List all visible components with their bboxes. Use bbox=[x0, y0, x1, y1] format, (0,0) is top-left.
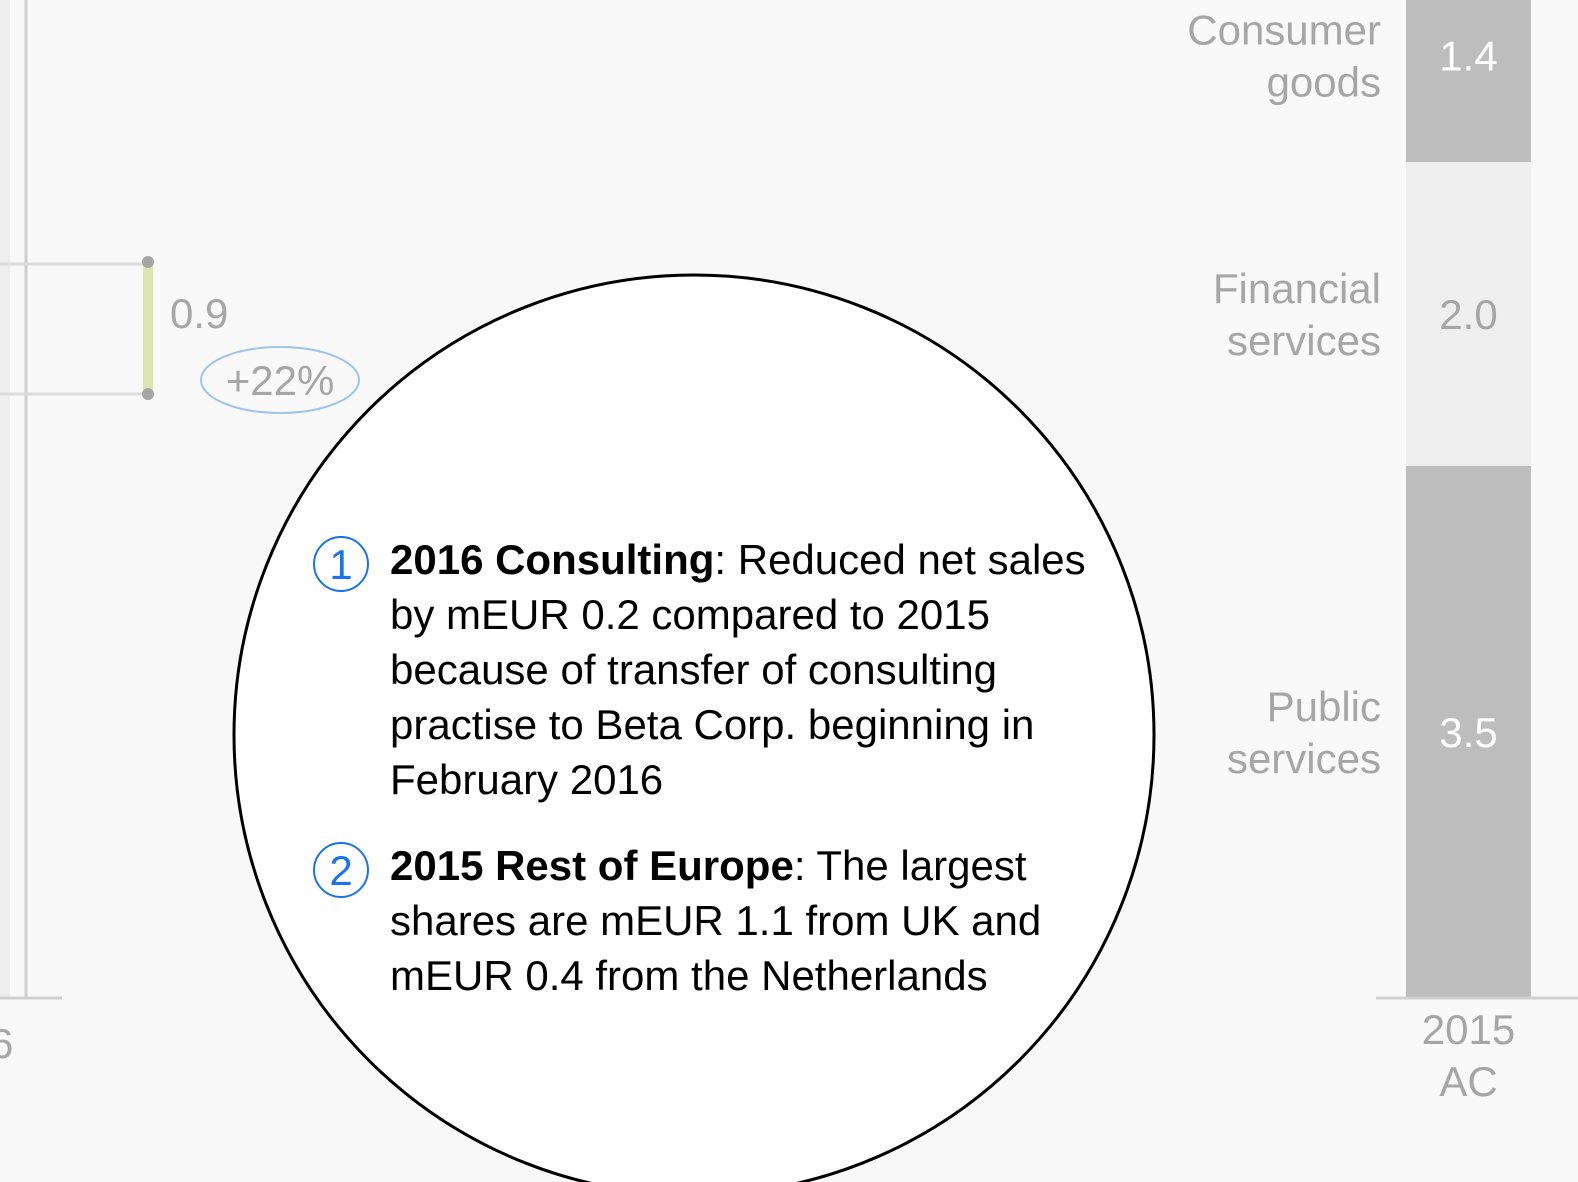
segment-label-consumer-goods: Consumer goods bbox=[1187, 7, 1381, 106]
note-1-text: 2016 Consulting: Reduced net sales by mE… bbox=[390, 532, 1090, 807]
bar-segment-consumer-goods bbox=[1406, 0, 1531, 163]
note-1-number-badge: 1 bbox=[313, 536, 369, 592]
left-partial-bar bbox=[0, 0, 10, 998]
difference-end-dot-top bbox=[142, 256, 154, 268]
note-callout-circle bbox=[232, 273, 1156, 1182]
note-1-body: : Reduced net sales by mEUR 0.2 compared… bbox=[390, 536, 1086, 803]
bar-segment-public-services bbox=[1406, 466, 1531, 998]
bar-segment-financial-services bbox=[1406, 162, 1531, 466]
difference-percent-label: +22% bbox=[226, 357, 335, 404]
note-1-title: 2016 Consulting bbox=[390, 536, 715, 583]
note-2-text: 2015 Rest of Europe: The largest shares … bbox=[390, 838, 1090, 1003]
segment-label-financial-services: Financial services bbox=[1213, 265, 1381, 364]
difference-marker: 0.9 +22% bbox=[0, 256, 360, 414]
data-label-public-services: 3.5 bbox=[1439, 709, 1497, 756]
left-partial-chart: 6 bbox=[0, 0, 62, 1067]
data-label-financial-services: 2.0 bbox=[1439, 291, 1497, 338]
note-2-title: 2015 Rest of Europe bbox=[390, 842, 794, 889]
category-axis-labels: 2015 AC bbox=[1422, 1006, 1515, 1105]
segment-label-public-services: Public services bbox=[1227, 683, 1381, 782]
difference-value-label: 0.9 bbox=[170, 290, 228, 337]
difference-end-dot-bottom bbox=[142, 388, 154, 400]
note-2-number-badge: 2 bbox=[313, 842, 369, 898]
category-label-2015-ac: 2015 AC bbox=[1422, 1006, 1515, 1105]
note-2-body: : The largest shares are mEUR 1.1 from U… bbox=[390, 842, 1042, 999]
difference-bar bbox=[143, 264, 153, 394]
data-label-consumer-goods: 1.4 bbox=[1439, 33, 1497, 80]
left-category-label: 6 bbox=[0, 1020, 13, 1067]
stacked-bar-2015-ac: 3.5 Public services 2.0 Financial services 1.4… bbox=[1187, 0, 1531, 998]
difference-percent-bubble bbox=[200, 346, 360, 414]
